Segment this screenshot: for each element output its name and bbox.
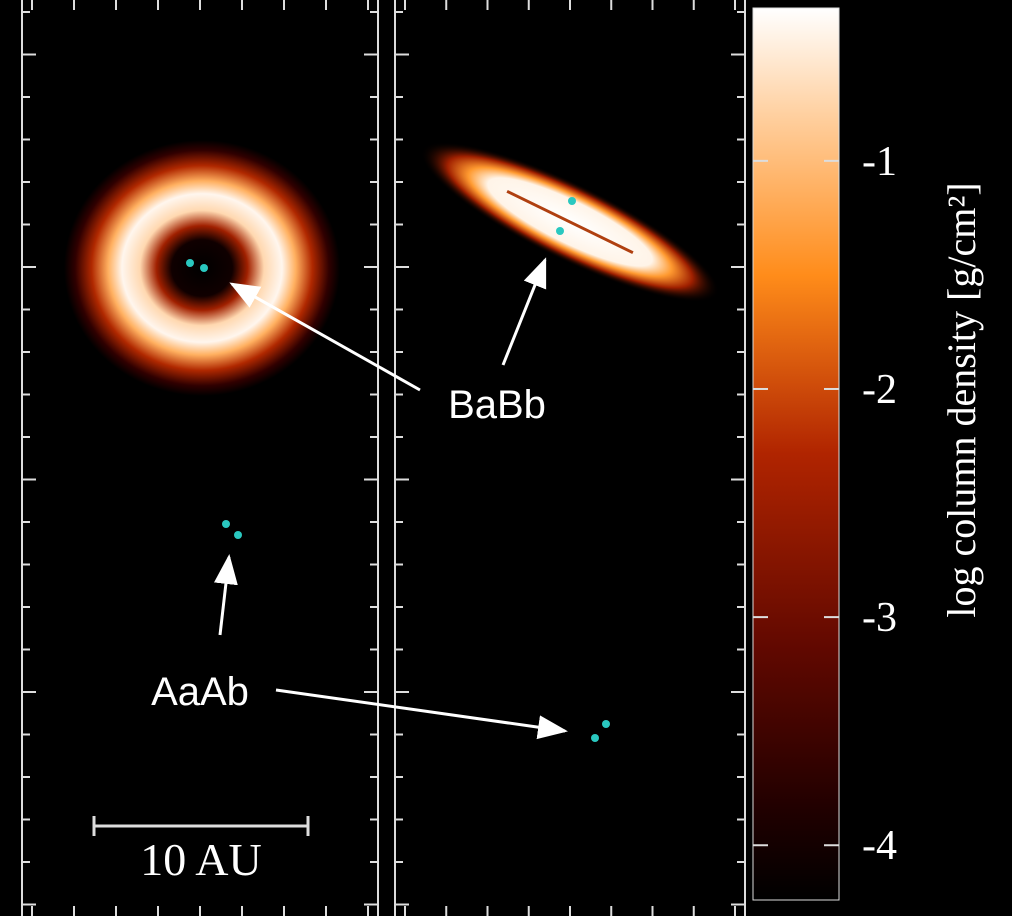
colorbar-tick-label: -1	[862, 139, 897, 185]
colorbar	[753, 8, 839, 900]
page: BaBb AaAb 10 AU log column density [g/cm…	[0, 0, 1012, 916]
colorbar-tick-label: -3	[862, 595, 897, 641]
scale-bar-label: 10 AU	[140, 834, 261, 885]
colorbar-label: log column density [g/cm²]	[939, 182, 984, 617]
annotation: AaAb	[151, 670, 249, 714]
annotation: BaBb	[448, 383, 546, 427]
panel-frames	[22, 0, 745, 916]
colorbar-tick-label: -2	[862, 367, 897, 413]
colorbar-tick-label: -4	[862, 823, 897, 869]
figure: BaBb AaAb 10 AU log column density [g/cm…	[0, 0, 1012, 916]
